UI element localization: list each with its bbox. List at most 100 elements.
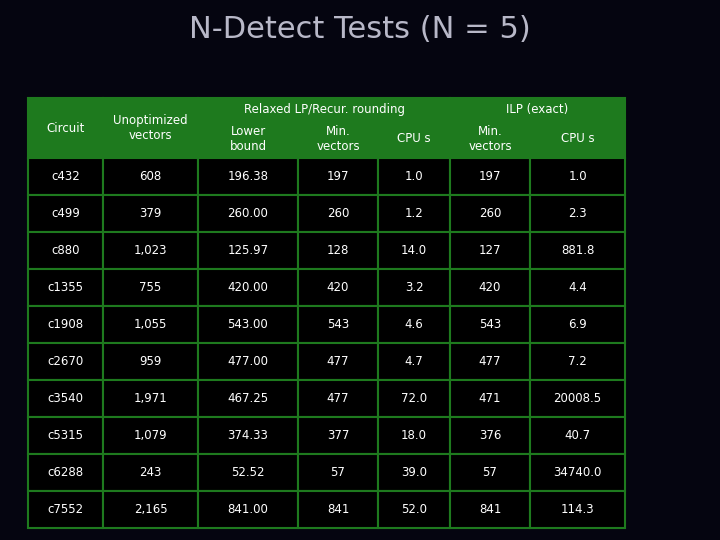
Text: 197: 197 [327, 170, 349, 183]
Bar [298, 158, 378, 195]
Text: 420.00: 420.00 [228, 281, 269, 294]
Bar [28, 98, 103, 158]
Text: 20008.5: 20008.5 [554, 392, 602, 405]
Bar [198, 98, 450, 120]
Bar [298, 380, 378, 417]
Text: 543: 543 [479, 318, 501, 331]
Text: 377: 377 [327, 429, 349, 442]
Text: Min.
vectors: Min. vectors [316, 125, 360, 153]
Text: 7.2: 7.2 [568, 355, 587, 368]
Text: 477: 477 [327, 392, 349, 405]
Text: 125.97: 125.97 [228, 244, 269, 257]
Bar [103, 306, 198, 343]
Bar [298, 417, 378, 454]
Text: 260: 260 [327, 207, 349, 220]
Text: 127: 127 [479, 244, 501, 257]
Bar [450, 158, 530, 195]
Bar [103, 269, 198, 306]
Bar [198, 491, 298, 528]
Text: 3.2: 3.2 [405, 281, 423, 294]
Text: 57: 57 [482, 466, 498, 479]
Text: 114.3: 114.3 [561, 503, 594, 516]
Bar [103, 417, 198, 454]
Text: 755: 755 [140, 281, 161, 294]
Text: 841: 841 [479, 503, 501, 516]
Text: 467.25: 467.25 [228, 392, 269, 405]
Bar [28, 454, 103, 491]
Text: 1.2: 1.2 [405, 207, 423, 220]
Bar [298, 454, 378, 491]
Bar [378, 269, 450, 306]
Text: 1,023: 1,023 [134, 244, 167, 257]
Bar [530, 306, 625, 343]
Text: 260.00: 260.00 [228, 207, 269, 220]
Bar [450, 417, 530, 454]
Bar [103, 491, 198, 528]
Text: 260: 260 [479, 207, 501, 220]
Text: 243: 243 [139, 466, 162, 479]
Bar [530, 120, 625, 158]
Text: 1,971: 1,971 [134, 392, 167, 405]
Text: 4.7: 4.7 [405, 355, 423, 368]
Bar [450, 269, 530, 306]
Bar [450, 454, 530, 491]
Text: 128: 128 [327, 244, 349, 257]
Text: c7552: c7552 [48, 503, 84, 516]
Bar [298, 343, 378, 380]
Bar [28, 195, 103, 232]
Bar [198, 120, 298, 158]
Text: 40.7: 40.7 [564, 429, 590, 442]
Bar [378, 120, 450, 158]
Bar [103, 232, 198, 269]
Text: Min.
vectors: Min. vectors [468, 125, 512, 153]
Bar [198, 454, 298, 491]
Bar [103, 454, 198, 491]
Text: 841: 841 [327, 503, 349, 516]
Text: 471: 471 [479, 392, 501, 405]
Text: 376: 376 [479, 429, 501, 442]
Bar [530, 232, 625, 269]
Text: 52.52: 52.52 [231, 466, 265, 479]
Bar [103, 343, 198, 380]
Text: 608: 608 [140, 170, 161, 183]
Text: 881.8: 881.8 [561, 244, 594, 257]
Bar [378, 343, 450, 380]
Text: 197: 197 [479, 170, 501, 183]
Bar [103, 98, 198, 158]
Bar [28, 269, 103, 306]
Bar [103, 380, 198, 417]
Bar [28, 343, 103, 380]
Text: Lower
bound: Lower bound [230, 125, 266, 153]
Text: 477: 477 [479, 355, 501, 368]
Text: 1.0: 1.0 [568, 170, 587, 183]
Text: 959: 959 [139, 355, 162, 368]
Text: Relaxed LP/Recur. rounding: Relaxed LP/Recur. rounding [243, 103, 405, 116]
Bar [378, 417, 450, 454]
Text: c432: c432 [51, 170, 80, 183]
Text: 374.33: 374.33 [228, 429, 269, 442]
Bar [530, 454, 625, 491]
Bar [28, 158, 103, 195]
Bar [28, 491, 103, 528]
Text: 477.00: 477.00 [228, 355, 269, 368]
Text: c1908: c1908 [48, 318, 84, 331]
Bar [530, 158, 625, 195]
Bar [450, 343, 530, 380]
Bar [450, 98, 625, 120]
Bar [450, 120, 530, 158]
Bar [450, 380, 530, 417]
Text: 52.0: 52.0 [401, 503, 427, 516]
Bar [298, 306, 378, 343]
Bar [298, 491, 378, 528]
Bar [28, 232, 103, 269]
Bar [530, 491, 625, 528]
Bar [298, 120, 378, 158]
Text: c880: c880 [51, 244, 80, 257]
Bar [198, 417, 298, 454]
Text: 1,055: 1,055 [134, 318, 167, 331]
Text: 841.00: 841.00 [228, 503, 269, 516]
Bar [28, 380, 103, 417]
Text: 543: 543 [327, 318, 349, 331]
Text: Unoptimized
vectors: Unoptimized vectors [113, 114, 188, 142]
Text: 420: 420 [327, 281, 349, 294]
